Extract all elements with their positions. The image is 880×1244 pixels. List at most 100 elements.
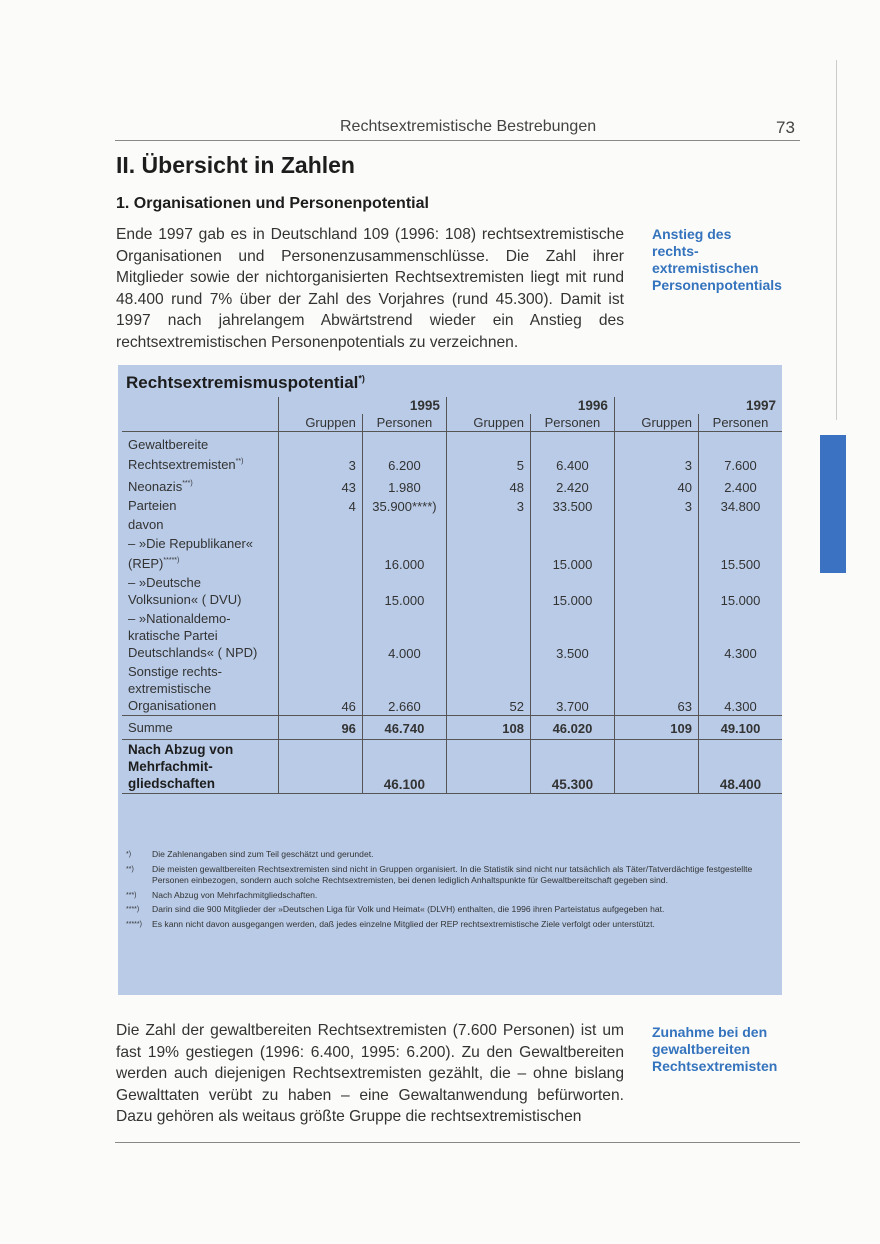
- year: 1997: [613, 397, 782, 414]
- cell: [277, 609, 363, 662]
- cell-value: 2.400: [724, 480, 757, 495]
- cell-value: 3.500: [556, 646, 589, 661]
- cell-value: 16.000: [384, 557, 425, 572]
- label-text: Organisationen: [128, 698, 217, 713]
- cell: [445, 609, 531, 662]
- year: 1996: [445, 397, 615, 414]
- footnote-mark: *): [358, 373, 365, 384]
- table-row: Summe 96 46.740 108 46.020 109 49.100: [122, 715, 782, 740]
- cell-value: 15.000: [720, 593, 761, 608]
- cell-value: 6.400: [556, 458, 589, 473]
- cell: 3: [613, 431, 699, 474]
- cell-value: 108: [502, 721, 524, 736]
- cell: 48.400: [697, 739, 782, 794]
- label-line: Rechtsextremisten**): [128, 453, 272, 473]
- cell-value: 3.700: [556, 699, 589, 714]
- footnotes: *) Die Zahlenangaben sind zum Teil geschä…: [126, 849, 771, 933]
- cell: 3.500: [529, 609, 615, 662]
- label-text: davon: [128, 517, 164, 532]
- cell-value: 15.000: [552, 593, 593, 608]
- cell: 46.740: [361, 715, 447, 740]
- cell: [445, 573, 531, 609]
- row-label: – »Deutsche Volksunion« ( DVU): [122, 573, 278, 609]
- label-text: Nach Abzug von: [128, 742, 234, 757]
- label-text: Neonazis: [128, 479, 183, 494]
- table-row: davon: [122, 515, 782, 534]
- cell: 15.000: [697, 573, 782, 609]
- label-line: kratische Partei: [128, 627, 272, 644]
- footnote-mark: **): [126, 865, 134, 873]
- cell: [445, 739, 531, 794]
- cell-value: 43: [341, 480, 356, 495]
- label-line: Neonazis***): [128, 475, 272, 495]
- cell: [277, 573, 363, 609]
- cell-value: 1.980: [388, 480, 421, 495]
- table-title: Rechtsextremismuspotential*): [126, 373, 365, 393]
- section-tab: [820, 435, 846, 573]
- cell: 109: [613, 715, 699, 740]
- cell-value: 34.800: [720, 499, 761, 514]
- cell: 4.300: [697, 662, 782, 716]
- label-text: – »Die Republikaner«: [128, 536, 254, 551]
- label-line: Sonstige rechts-: [128, 663, 272, 680]
- cell: [277, 739, 363, 794]
- cell: 33.500: [529, 496, 615, 515]
- cell-value: 35.900****): [372, 499, 437, 514]
- row-label: – »Die Republikaner« (REP)*****): [122, 534, 278, 573]
- cell: [277, 515, 363, 534]
- header-row: 1995 1996 1997: [122, 397, 782, 414]
- footnote: ****) Darin sind die 900 Mitglieder der »…: [126, 904, 771, 916]
- label-line: Mehrfachmit-: [128, 758, 272, 775]
- cell: 52: [445, 662, 531, 716]
- year: 1995: [277, 397, 447, 414]
- row-label: Gewaltbereite Rechtsextremisten**): [122, 432, 278, 475]
- cell: 5: [445, 431, 531, 474]
- cell-value: 15.500: [720, 557, 761, 572]
- cell: 6.400: [529, 431, 615, 474]
- footnote-mark: ***): [182, 480, 193, 487]
- cell: 4: [277, 496, 363, 515]
- cell: 46.100: [361, 739, 447, 794]
- cell-value: 7.600: [724, 458, 757, 473]
- cell: [613, 573, 699, 609]
- row-label: Parteien: [122, 496, 278, 515]
- cell: 2.660: [361, 662, 447, 716]
- label-text: Rechtsextremisten: [128, 457, 236, 472]
- label-text: gliedschaften: [128, 776, 216, 791]
- label-text: Parteien: [128, 498, 177, 513]
- cell: 108: [445, 715, 531, 740]
- cell-value: 52: [509, 699, 524, 714]
- column-header: Personen: [529, 414, 615, 432]
- label-text: Volksunion« ( DVU): [128, 592, 242, 607]
- cell-value: 48.400: [719, 777, 762, 792]
- label-text: extremistische: [128, 681, 212, 696]
- footnote-mark: *****): [163, 557, 180, 564]
- footnote-text: Darin sind die 900 Mitglieder der »Deuts…: [152, 904, 665, 914]
- cell: 3: [613, 496, 699, 515]
- label-line: Volksunion« ( DVU): [128, 591, 272, 608]
- note-line: extremistischen: [652, 260, 759, 276]
- cell: 4.300: [697, 609, 782, 662]
- cell: 15.000: [361, 573, 447, 609]
- column-header: Gruppen: [277, 414, 363, 432]
- cell: 7.600: [697, 431, 782, 474]
- cell: [613, 739, 699, 794]
- footnote: *) Die Zahlenangaben sind zum Teil geschä…: [126, 849, 771, 861]
- cell-value: 109: [670, 721, 692, 736]
- cell: 2.420: [529, 474, 615, 496]
- cell: 63: [613, 662, 699, 716]
- cell-value: 3: [348, 458, 356, 473]
- label-text: Summe: [128, 720, 173, 735]
- cell: 35.900****): [361, 496, 447, 515]
- data-table: 1995 1996 1997 Gruppen Personen Gruppen Person…: [122, 397, 782, 794]
- footnote: **) Die meisten gewaltbereiten Rechtsextr…: [126, 864, 771, 887]
- cell-value: 4.300: [724, 699, 757, 714]
- table-title-text: Rechtsextremismuspotential: [126, 373, 359, 392]
- cell: 2.400: [697, 474, 782, 496]
- footnote-mark: ****): [126, 906, 140, 913]
- label-text: Sonstige rechts-: [128, 664, 222, 679]
- column-header: Gruppen: [613, 414, 699, 432]
- cell-value: 6.200: [388, 458, 421, 473]
- cell: 46.020: [529, 715, 615, 740]
- cell: 4.000: [361, 609, 447, 662]
